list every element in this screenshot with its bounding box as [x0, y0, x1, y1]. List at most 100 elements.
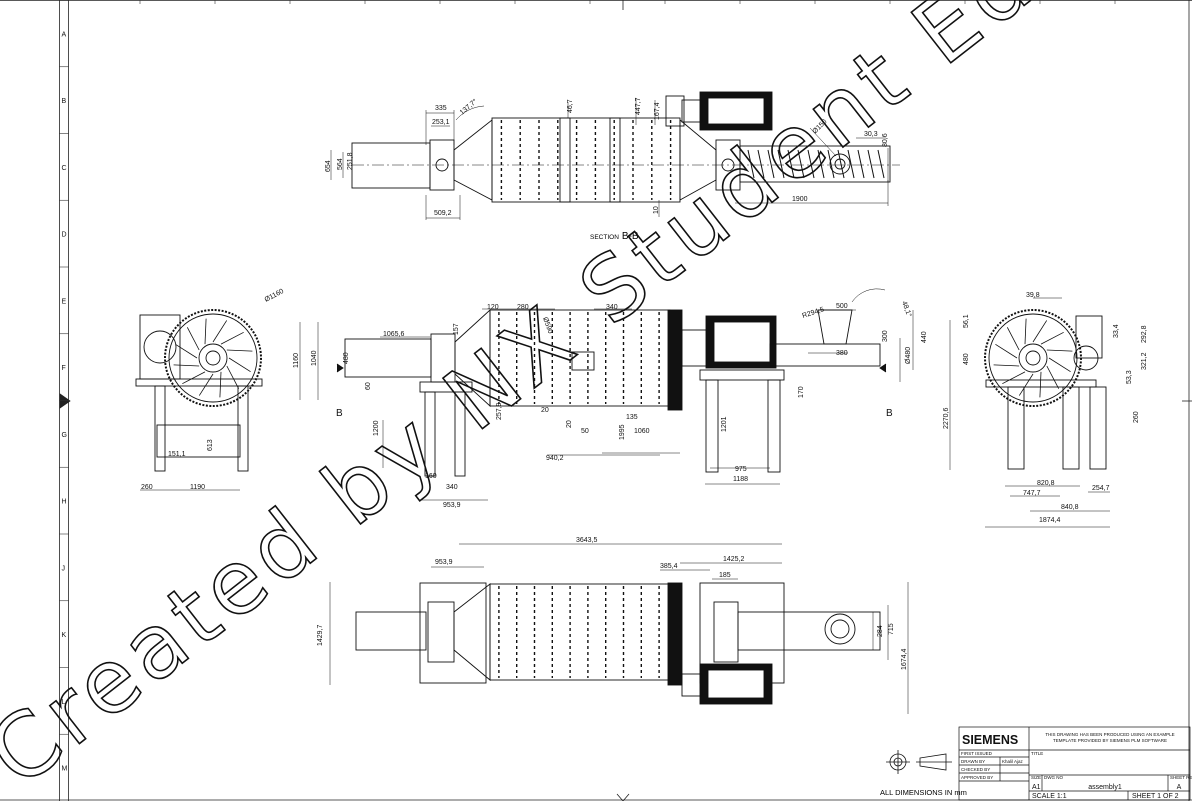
dim-label: 1190 [190, 484, 205, 491]
title-block-text: SIEMENS THIS DRAWING HAS BEEN PRODUCED U… [961, 732, 1192, 800]
dim-label: 321,2 [1141, 352, 1148, 370]
dim-label: 157 [453, 323, 460, 335]
dim-label: 564 [337, 158, 344, 170]
dim-label: 1065,6 [383, 331, 405, 338]
drawn-by-label: DRAWN BY [961, 759, 985, 764]
size-label: SIZE [1031, 775, 1041, 780]
dim-label: 1160 [293, 353, 300, 368]
dim-label: 280 [517, 304, 529, 311]
dim-label: 254,7 [1092, 485, 1110, 492]
bottom-view-dims: 3643,5 953,9 1425,2 385,4 185 1429,7 284… [317, 537, 908, 670]
dim-label: 120 [487, 304, 499, 311]
dim-label: 170 [798, 386, 805, 398]
units-note: ALL DIMENSIONS IN mm [880, 788, 967, 797]
dim-label: 1201 [721, 416, 728, 432]
dim-label: 257,9 [496, 402, 503, 420]
dwg-no-value: assembly1 [1088, 784, 1122, 791]
dim-label: 1995 [619, 424, 626, 440]
title-label: TITLE [1031, 751, 1043, 756]
row-letter: G [62, 432, 67, 439]
row-letter: H [62, 499, 67, 506]
dim-label: 151,1 [168, 451, 186, 458]
dim-label: Ø480 [905, 347, 912, 364]
dim-label: 613 [207, 439, 214, 451]
rev-label: SHEET REV [1170, 775, 1192, 780]
dim-label: 135 [626, 414, 638, 421]
first-issued-label: FIRST ISSUED [961, 751, 993, 756]
dim-label: 251,8 [347, 152, 354, 170]
dim-label: 1188 [733, 476, 748, 483]
dim-label: 10 [653, 206, 660, 214]
row-letter: D [62, 232, 67, 239]
dim-label: 300 [882, 330, 889, 342]
dim-label: 385,4 [660, 563, 678, 570]
bottom-view [329, 543, 909, 714]
row-letter: E [62, 298, 67, 305]
dim-label: 137,7° [458, 97, 479, 116]
drawn-by-value: Khalil Ajaz [1002, 759, 1024, 764]
dim-label: 167,4 [654, 102, 661, 120]
dim-label: 1674,4 [901, 648, 908, 670]
section-label: SECTION B-B [590, 231, 639, 242]
approved-by-label: APPROVED BY [961, 775, 993, 780]
dim-label: 253,1 [432, 119, 450, 126]
dim-label: Ø1160 [264, 288, 285, 304]
row-letter: C [62, 165, 67, 172]
dim-label: 480 [343, 352, 350, 364]
dim-label: 185 [719, 572, 731, 579]
dim-label: 953,9 [435, 559, 453, 566]
projection-symbol-icon [886, 750, 952, 774]
template-note-line2: TEMPLATE PROVIDED BY SIEMENS PLM SOFTWAR… [1053, 738, 1167, 743]
dim-label: 48,1° [900, 300, 913, 318]
dim-label: 1060 [634, 428, 650, 435]
top-view [330, 91, 900, 220]
dim-label: 30,3 [864, 131, 878, 138]
dim-label: 440 [921, 331, 928, 343]
dim-label: 260 [141, 484, 153, 491]
row-letters: A B C D E F G H J K L M [62, 31, 68, 772]
dim-label: 1040 [311, 350, 318, 366]
dim-label: 1429,7 [317, 624, 324, 646]
dim-label: 340 [446, 484, 458, 491]
dim-label: 335 [435, 105, 447, 112]
dim-label: 260 [1133, 411, 1140, 423]
dim-label: 480 [963, 353, 970, 365]
dim-label: 1200 [373, 420, 380, 436]
dim-label: 292,8 [1141, 325, 1148, 343]
rev-value: A [1177, 784, 1182, 791]
checked-by-label: CHECKED BY [961, 767, 990, 772]
dim-label: 2270,6 [943, 407, 950, 429]
section-marker-left: B [336, 408, 343, 419]
right-side-dims: 39,8 56,1 480 33,4 292,8 321,2 53,3 2270… [943, 292, 1148, 524]
dim-label: 340 [606, 304, 618, 311]
dim-label: 56,1 [963, 314, 970, 328]
dim-label: 60 [365, 382, 372, 390]
dim-label: 654 [325, 160, 332, 172]
dim-label: 380 [836, 350, 848, 357]
row-letter: L [62, 699, 66, 706]
dim-label: 3643,5 [576, 537, 598, 544]
dim-label: 975 [735, 466, 747, 473]
sheet-value: SHEET 1 OF 2 [1132, 793, 1179, 800]
dwg-no-label: DWG NO [1044, 775, 1063, 780]
dim-label: 953,9 [443, 502, 461, 509]
row-letter: B [62, 98, 67, 105]
dim-label: 39,8 [1026, 292, 1040, 299]
row-letter: M [62, 766, 68, 773]
dim-label: 1874,4 [1039, 517, 1061, 524]
title-block [958, 726, 1191, 801]
dim-label: 50 [581, 428, 589, 435]
dim-label: 1900 [792, 196, 808, 203]
dim-label: 46,7 [567, 99, 574, 113]
dim-label: 20 [541, 407, 549, 414]
dim-label: 447,7 [635, 97, 642, 115]
row-letter: K [62, 632, 67, 639]
right-side-view [949, 297, 1110, 528]
left-side-view [135, 309, 263, 491]
left-side-dims: Ø1160 151,1 613 260 1190 [141, 288, 285, 491]
size-value: A1 [1032, 784, 1041, 791]
section-marker-right: B [886, 408, 893, 419]
dim-label: 53,3 [1126, 370, 1133, 384]
dim-label: 840,8 [1061, 504, 1079, 511]
